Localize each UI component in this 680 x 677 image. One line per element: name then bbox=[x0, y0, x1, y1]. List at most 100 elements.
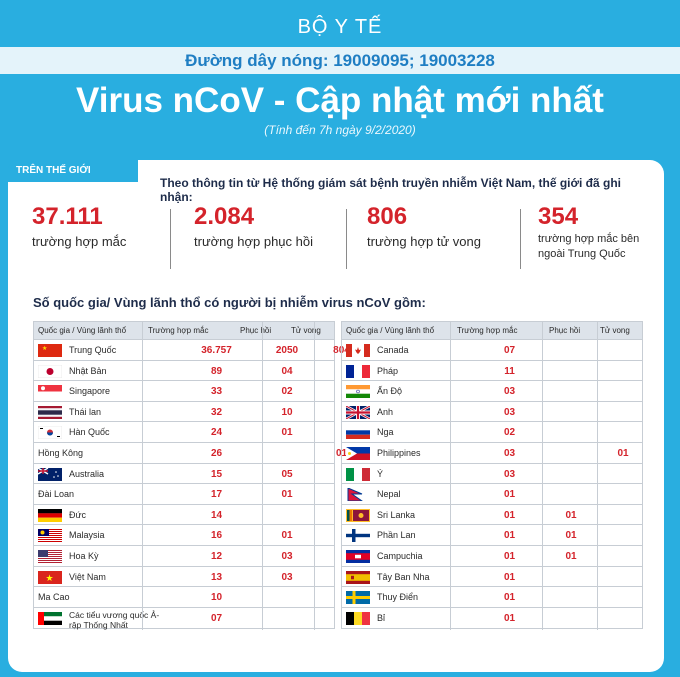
country-name: Đài Loan bbox=[38, 489, 75, 500]
cell-recovered: 03 bbox=[281, 571, 293, 583]
table-row: Canada 07 bbox=[342, 340, 642, 361]
stat-label: trường hợp phục hồi bbox=[194, 234, 313, 249]
cell-cases: 32 bbox=[210, 406, 223, 418]
column-divider bbox=[142, 322, 143, 630]
cell-cases: 17 bbox=[210, 489, 223, 501]
table-row: Philippines 03 01 bbox=[342, 443, 642, 464]
table-row: Campuchia 01 01 bbox=[342, 546, 642, 567]
section-tag: TRÊN THẾ GIỚI bbox=[8, 160, 138, 182]
table-header: Quốc gia / Vùng lãnh thổ Trường hợp mắc … bbox=[34, 322, 334, 340]
belgium-flag-icon bbox=[346, 611, 370, 625]
china-flag-icon: ★ bbox=[38, 344, 62, 357]
table-row: Anh 03 bbox=[342, 402, 642, 423]
cambodia-flag-icon bbox=[346, 549, 370, 563]
table-row: Hàn Quốc 24 01 bbox=[34, 422, 334, 443]
svg-text:★: ★ bbox=[42, 345, 47, 352]
header-deaths: Tử vong bbox=[291, 326, 321, 335]
country-name: Các tiểu vương quốc Ả-rập Thống Nhất bbox=[69, 609, 160, 630]
country-name: Đức bbox=[69, 509, 87, 520]
australia-flag-icon bbox=[38, 467, 62, 481]
stat-label: trường hợp mắc bên ngoài Trung Quốc bbox=[538, 233, 640, 260]
uae-flag-icon bbox=[38, 611, 62, 625]
canada-flag-icon bbox=[346, 344, 370, 357]
table-row: Đài Loan 17 01 bbox=[34, 484, 334, 505]
cell-cases: 13 bbox=[210, 571, 223, 583]
stat-deaths: 806 trường hợp tử vong bbox=[355, 203, 515, 271]
header-country: Quốc gia / Vùng lãnh thổ bbox=[38, 326, 127, 335]
update-time: (Tính đến 7h ngày 9/2/2020) bbox=[264, 123, 416, 137]
stats-row: 37.111 trường hợp mắc 2.084 trường hợp p… bbox=[20, 203, 660, 271]
stat-divider bbox=[170, 209, 171, 269]
header-recovered: Phục hồi bbox=[549, 326, 581, 335]
column-divider bbox=[314, 322, 315, 630]
stat-value: 37.111 bbox=[32, 203, 103, 230]
nepal-flag-icon bbox=[346, 488, 370, 502]
cell-recovered: 2050 bbox=[275, 345, 299, 356]
table-row: Đức 14 bbox=[34, 505, 334, 526]
country-name: Malaysia bbox=[69, 530, 105, 541]
header-cases: Trường hợp mắc bbox=[457, 326, 518, 335]
column-divider bbox=[542, 322, 543, 630]
stat-label: trường hợp mắc bbox=[32, 234, 127, 249]
stat-value: 806 bbox=[367, 203, 408, 230]
cell-cases: 16 bbox=[210, 530, 223, 542]
stat-outside-china: 354 trường hợp mắc bên ngoài Trung Quốc bbox=[526, 203, 656, 271]
uk-flag-icon bbox=[346, 405, 370, 419]
russia-flag-icon bbox=[346, 426, 370, 440]
cell-recovered: 01 bbox=[281, 489, 293, 501]
table-row: Thái lan 32 10 bbox=[34, 402, 334, 423]
south-korea-flag-icon bbox=[38, 426, 62, 440]
header-deaths: Tử vong bbox=[600, 326, 630, 335]
country-name: Ma Cao bbox=[38, 592, 70, 603]
cell-recovered: 03 bbox=[281, 550, 293, 562]
cell-cases: 15 bbox=[210, 468, 223, 480]
cell-cases: 11 bbox=[504, 365, 515, 377]
countries-table-left: Quốc gia / Vùng lãnh thổ Trường hợp mắc … bbox=[33, 321, 350, 630]
table-row: Nepal 01 bbox=[342, 484, 642, 505]
cell-recovered: 10 bbox=[281, 406, 293, 418]
italy-flag-icon bbox=[346, 467, 370, 481]
cell-recovered: 05 bbox=[281, 468, 293, 480]
countries-heading: Số quốc gia/ Vùng lãnh thổ có người bị n… bbox=[33, 295, 426, 310]
philippines-flag-icon bbox=[346, 446, 370, 460]
stat-value: 2.084 bbox=[194, 203, 255, 230]
table-row: Australia 15 05 bbox=[34, 464, 334, 485]
country-name: Sri Lanka bbox=[377, 509, 416, 520]
country-name: Australia bbox=[69, 468, 105, 479]
country-name: Tây Ban Nha bbox=[377, 571, 430, 582]
countries-table-right: Quốc gia / Vùng lãnh thổ Trường hợp mắc … bbox=[341, 321, 643, 630]
cell-cases: 01 bbox=[503, 489, 516, 501]
table-row: Ý 03 bbox=[342, 464, 642, 485]
table-row: Singapore 33 02 bbox=[34, 381, 334, 402]
stat-divider bbox=[520, 209, 521, 269]
cell-cases: 03 bbox=[503, 447, 516, 459]
ministry-name: BỘ Y TẾ bbox=[297, 16, 383, 38]
cell-recovered: 01 bbox=[565, 530, 577, 542]
table-row: ★ Việt Nam 13 03 bbox=[34, 567, 334, 588]
table-row: ★ Trung Quốc 36.757 2050 804 bbox=[34, 340, 350, 361]
france-flag-icon bbox=[346, 364, 370, 378]
country-name: Anh bbox=[377, 406, 394, 417]
column-divider bbox=[597, 322, 598, 630]
table-row: Pháp 11 bbox=[342, 361, 642, 382]
table-row: Tây Ban Nha 01 bbox=[342, 567, 642, 588]
country-name: Việt Nam bbox=[69, 571, 106, 582]
table-row: Ấn Độ 03 bbox=[342, 381, 642, 402]
stat-value: 354 bbox=[538, 203, 579, 230]
cell-cases: 03 bbox=[503, 406, 516, 418]
svg-text:★: ★ bbox=[46, 573, 54, 583]
country-name: Hàn Quốc bbox=[69, 427, 110, 438]
cell-cases: 36.757 bbox=[201, 345, 232, 356]
table-body: ★ Trung Quốc 36.757 2050 804 Nhật Bản 89 04 Sing… bbox=[34, 340, 350, 630]
thailand-flag-icon bbox=[38, 405, 62, 419]
cell-recovered: 01 bbox=[281, 530, 293, 542]
table-header: Quốc gia / Vùng lãnh thổ Trường hợp mắc … bbox=[342, 322, 642, 340]
country-name: Ấn Độ bbox=[377, 386, 403, 397]
cell-cases: 01 bbox=[503, 571, 516, 583]
cell-cases: 14 bbox=[210, 509, 223, 521]
country-name: Bỉ bbox=[377, 612, 386, 623]
hotline-bar: Đường dây nóng: 19009095; 19003228 bbox=[0, 47, 680, 74]
table-row: Nhật Bản 89 04 bbox=[34, 361, 334, 382]
country-name: Phần Lan bbox=[377, 530, 416, 541]
country-name: Ý bbox=[377, 468, 384, 479]
